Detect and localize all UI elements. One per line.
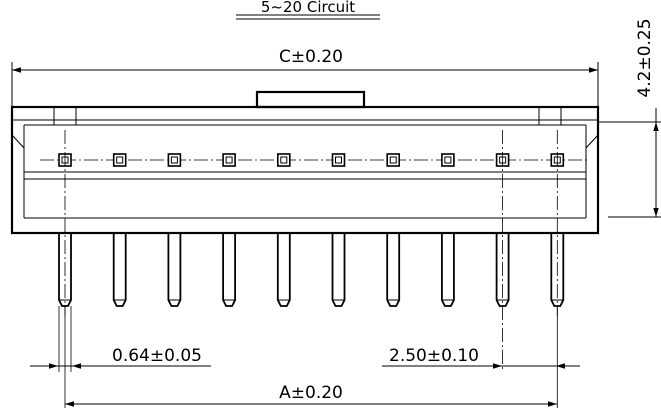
drawing-title: 5~20 Circuit [261, 0, 355, 16]
pin-leg [386, 233, 401, 307]
bottom-dimensions: 0.64±0.05 2.50±0.10 A±0.20 [30, 346, 580, 407]
pin-width-label: 0.64±0.05 [112, 346, 202, 366]
pin-contact-inner [389, 156, 397, 164]
pin-leg [112, 233, 127, 307]
height-dimension-label: 4.2±0.25 [635, 18, 655, 97]
right-end-block [538, 106, 562, 126]
pin-leg [441, 233, 455, 307]
c-dimension-label: C±0.20 [279, 47, 343, 67]
pin-contact-inner [116, 156, 124, 164]
pin-contact-inner [444, 156, 452, 164]
right-chamfer [585, 134, 599, 149]
pin-leg [331, 233, 346, 307]
left-chamfer [11, 134, 25, 149]
connector-housing [10, 90, 600, 235]
pin-contact-inner [170, 156, 178, 164]
pin-leg [276, 233, 291, 307]
latch-bump [255, 90, 366, 109]
pin-contact-inner [280, 156, 288, 164]
pin-contact-inner [335, 156, 342, 164]
left-end-block [53, 106, 77, 126]
pin-contact-inner [225, 156, 233, 164]
pin-leg [222, 233, 236, 307]
a-dimension-label: A±0.20 [279, 383, 343, 403]
pins-group [58, 130, 565, 408]
housing-outline [10, 105, 600, 235]
pin-leg [167, 233, 182, 307]
pitch-label: 2.50±0.10 [389, 346, 479, 366]
